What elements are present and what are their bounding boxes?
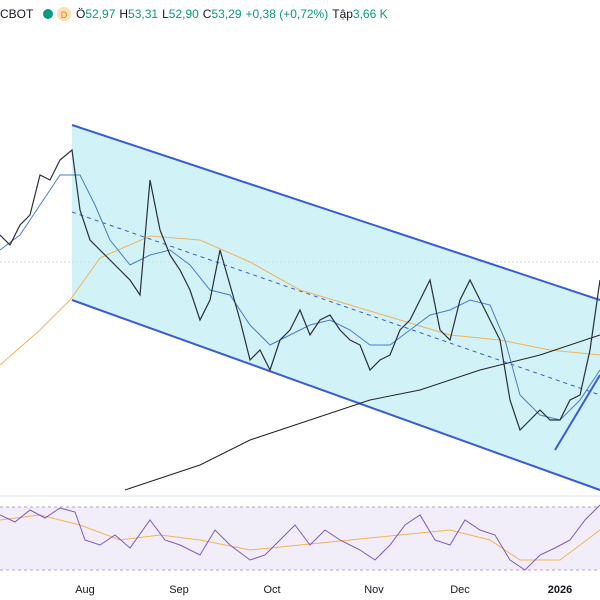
osc-band bbox=[0, 507, 600, 570]
x-axis-label: Nov bbox=[364, 584, 384, 596]
ma-black bbox=[124, 334, 600, 491]
change: +0,38 (+0,72%) bbox=[246, 7, 329, 21]
channel-fill bbox=[72, 125, 600, 490]
x-axis-label: Sep bbox=[169, 584, 189, 596]
channel-top bbox=[71, 124, 600, 301]
x-axis-label: Oct bbox=[263, 584, 280, 596]
ohlc-label: C bbox=[203, 7, 212, 21]
ohlc-label: L bbox=[162, 7, 169, 21]
x-axis-label: 2026 bbox=[548, 584, 572, 596]
trend-line bbox=[554, 374, 600, 451]
interval-badge bbox=[57, 7, 71, 21]
ma-orange bbox=[0, 235, 600, 366]
volume-value: 3,66 K bbox=[353, 7, 388, 21]
channel-bottom bbox=[71, 299, 600, 491]
interval: D bbox=[61, 10, 68, 20]
ma-blue bbox=[0, 174, 600, 421]
osc-line bbox=[0, 504, 600, 571]
ohlc-value: 53,29 bbox=[211, 7, 241, 21]
status-dot bbox=[43, 9, 53, 19]
ohlc-label: H bbox=[119, 7, 128, 21]
x-axis-label: Aug bbox=[75, 584, 95, 596]
x-axis: Aug Sep Oct Nov Dec 2026 bbox=[75, 584, 572, 596]
volume-label: Tập bbox=[332, 7, 353, 21]
ohlc-value: 52,90 bbox=[169, 7, 199, 21]
ohlc-value: 52,97 bbox=[85, 7, 115, 21]
price-path bbox=[0, 148, 600, 432]
symbol[interactable]: CBOT bbox=[0, 7, 34, 21]
x-axis-label: Dec bbox=[450, 584, 470, 596]
osc-signal bbox=[0, 514, 600, 561]
ohlc-value: 53,31 bbox=[128, 7, 158, 21]
header-values: Ö 52,97 H 53,31 L 52,90 C 53,29 +0,38 (+0,72%) Tậ… bbox=[76, 7, 388, 21]
ohlc-label: Ö bbox=[76, 7, 85, 21]
